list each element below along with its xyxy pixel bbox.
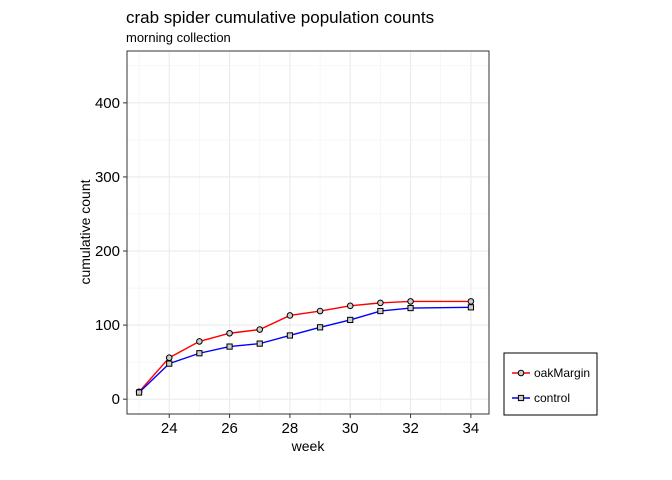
data-point [316, 307, 324, 315]
data-point [196, 350, 203, 357]
y-tick-label: 0 [112, 391, 120, 408]
x-tick-label: 32 [402, 420, 419, 437]
x-axis-label: week [291, 438, 326, 454]
data-point [467, 298, 475, 305]
series-layer [135, 298, 475, 396]
chart-subtitle: morning collection [126, 30, 231, 45]
plot-border [126, 50, 490, 415]
chart-title: crab spider cumulative population counts [126, 8, 434, 27]
data-point [316, 324, 324, 331]
data-point [286, 312, 294, 319]
data-point [166, 360, 173, 367]
legend-marker [517, 369, 525, 377]
data-point [407, 298, 414, 305]
y-axis-label: cumulative count [77, 179, 93, 284]
x-tick-label: 30 [342, 420, 359, 437]
series-control [135, 304, 474, 396]
legend-label: control [534, 391, 570, 405]
data-point [407, 304, 414, 312]
data-point [467, 304, 474, 311]
data-point [347, 316, 354, 324]
x-tick-label: 28 [282, 420, 299, 437]
grid [127, 51, 489, 414]
data-point [377, 307, 384, 315]
legend-box [503, 352, 598, 416]
legend: oakMargin control [503, 352, 598, 416]
y-tick-label: 100 [95, 317, 120, 334]
legend-label: oakMargin [534, 366, 590, 380]
data-point [226, 329, 233, 337]
plot-panel [127, 51, 489, 414]
series-oakMargin [135, 298, 475, 396]
y-tick-label: 300 [95, 169, 120, 186]
y-tick-label: 200 [95, 243, 120, 260]
x-tick-label: 34 [463, 420, 480, 437]
x-tick-label: 26 [221, 420, 238, 437]
data-point [256, 340, 263, 347]
legend-item-control: control [512, 391, 570, 405]
data-point [346, 302, 354, 310]
data-point [196, 338, 203, 345]
x-tick-label: 24 [161, 420, 178, 437]
legend-item-oakMargin: oakMargin [512, 366, 590, 380]
y-tick-label: 400 [95, 95, 120, 112]
data-point [377, 299, 384, 307]
x-axis: 24 26 28 30 32 34 [161, 414, 479, 437]
data-point [165, 354, 173, 361]
data-point [256, 326, 264, 333]
data-point [286, 332, 293, 339]
y-axis: 0 100 200 300 400 [95, 95, 127, 408]
legend-marker [517, 394, 525, 402]
data-point [135, 389, 143, 396]
data-point [226, 343, 233, 350]
